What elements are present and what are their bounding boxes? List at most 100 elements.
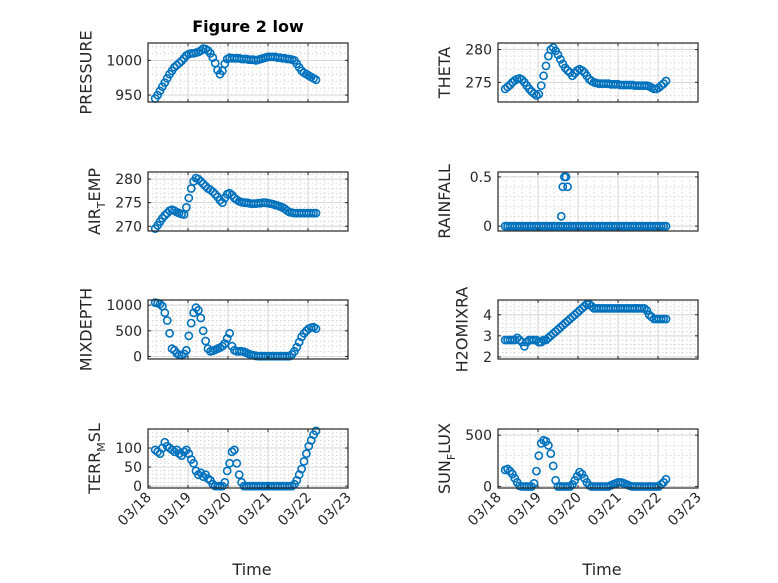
data-point [220,59,230,69]
plot-area [148,43,348,102]
data-point [570,310,580,320]
data-point [539,71,548,81]
y-axis-label: AIRTEMP [85,168,108,235]
data-point [311,75,321,85]
data-point [198,326,208,336]
data-point [227,447,237,457]
data-point [287,481,297,491]
data-point [561,172,571,182]
data-point [225,188,234,198]
y-tick-label: 275 [115,196,142,212]
subplot-h2omixra: 2 3 4 H2OMIXRA [452,287,699,373]
data-point [297,464,306,474]
data-point [536,337,546,347]
data-point [294,337,304,347]
plot-area [498,172,698,231]
data-point [560,63,570,73]
subplot-theta: 275 280 THETA [435,42,699,103]
data-point [520,341,529,351]
plot-area [148,429,348,488]
y-tick-label: 0 [483,219,492,235]
data-point [189,308,198,318]
axes-frame [497,171,699,232]
data-point [191,303,201,313]
axes-frame [147,42,349,103]
data-point [193,305,203,315]
data-points [150,44,321,103]
data-point [575,467,584,477]
y-tick-label: 270 [115,219,142,235]
data-point [299,456,309,466]
y-axis-label: H2OMIXRA [452,287,471,373]
data-points [150,298,321,361]
data-point [234,470,244,480]
y-tick-label: 950 [115,88,142,104]
y-tick-label: 2 [483,350,492,366]
data-point [301,449,311,459]
data-point [548,461,558,471]
y-tick-label: 1000 [106,298,142,314]
data-point [220,477,230,487]
y-axis-label: PRESSURE [77,30,96,114]
data-point [661,314,671,324]
data-point [215,195,225,205]
data-point [174,449,184,459]
axes-frame [497,299,699,360]
data-point [311,208,321,218]
data-point [201,336,210,346]
y-tick-label: 280 [115,172,142,188]
data-point [160,308,170,318]
data-point [563,182,572,192]
y-tick-label: 0 [133,479,142,495]
x-axis-label: Time [581,560,621,579]
data-point [299,328,309,338]
data-point [196,313,206,323]
y-tick-label: 280 [465,43,492,59]
data-point [577,66,587,75]
data-point [193,174,203,184]
subplot-air-temp: 270 275 280 AIRTEMP [85,168,349,235]
data-point [565,482,575,491]
y-tick-label: 1000 [106,53,142,69]
axes-frame [147,171,349,232]
axes-frame [497,42,699,103]
data-point [217,341,227,351]
data-point [181,345,191,355]
data-point [179,447,189,457]
data-point [553,50,563,60]
data-point [556,211,566,221]
data-point [517,75,527,85]
data-point [222,466,232,476]
data-point [544,440,553,450]
data-point [661,474,671,484]
data-point [225,328,234,338]
data-point [232,458,242,468]
y-tick-label: 0 [133,349,142,365]
data-point [640,303,649,313]
data-point [661,76,671,86]
y-tick-label: 500 [115,324,142,340]
data-points [150,173,321,233]
data-point [167,445,177,455]
data-point [162,316,172,325]
data-point [186,318,196,328]
data-point [529,478,539,488]
y-axis-label: THETA [435,47,454,99]
y-axis-label: TERRMSL [85,423,108,495]
data-point [229,445,239,455]
y-tick-label: 100 [115,441,142,457]
y-tick-label: 3 [483,329,492,345]
y-tick-label: 500 [465,428,492,444]
x-axis-label: Time [231,560,271,579]
data-point [541,61,551,71]
y-tick-label: 0 [483,479,492,495]
data-point [311,426,321,436]
y-axis-label: SUNFLUX [435,423,458,494]
chart-title: Figure 2 low [192,17,304,36]
data-point [556,55,565,64]
data-point [189,458,198,468]
data-points [500,172,671,231]
data-point [536,81,546,90]
data-point [503,82,512,92]
